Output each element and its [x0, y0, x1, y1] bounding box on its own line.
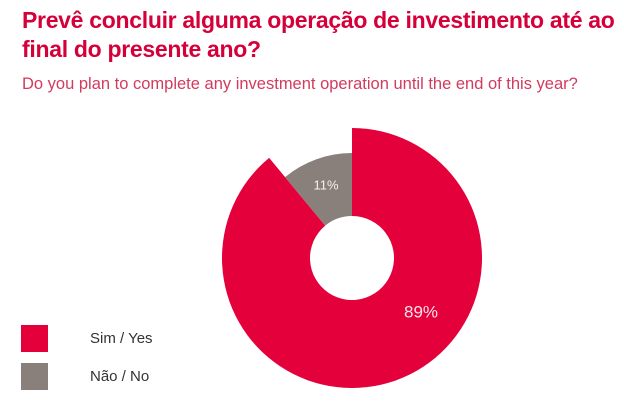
- chart-subtitle: Do you plan to complete any investment o…: [22, 75, 578, 93]
- legend-swatch-yes: [21, 325, 48, 352]
- chart-title: Prevê concluir alguma operação de invest…: [22, 7, 615, 62]
- legend-label-no: Não / No: [90, 368, 150, 385]
- slice-yes: [222, 128, 483, 389]
- legend-item-no: Não / No: [21, 363, 149, 390]
- data-label-yes: 89%: [404, 302, 438, 321]
- legend-label-yes: Sim / Yes: [90, 330, 153, 347]
- slice-no: [285, 153, 352, 226]
- legend-item-yes: Sim / Yes: [21, 325, 153, 352]
- data-label-no: 11%: [313, 177, 338, 192]
- legend-swatch-no: [21, 363, 48, 390]
